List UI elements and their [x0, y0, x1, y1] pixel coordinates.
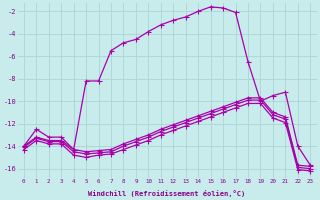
- X-axis label: Windchill (Refroidissement éolien,°C): Windchill (Refroidissement éolien,°C): [88, 190, 246, 197]
